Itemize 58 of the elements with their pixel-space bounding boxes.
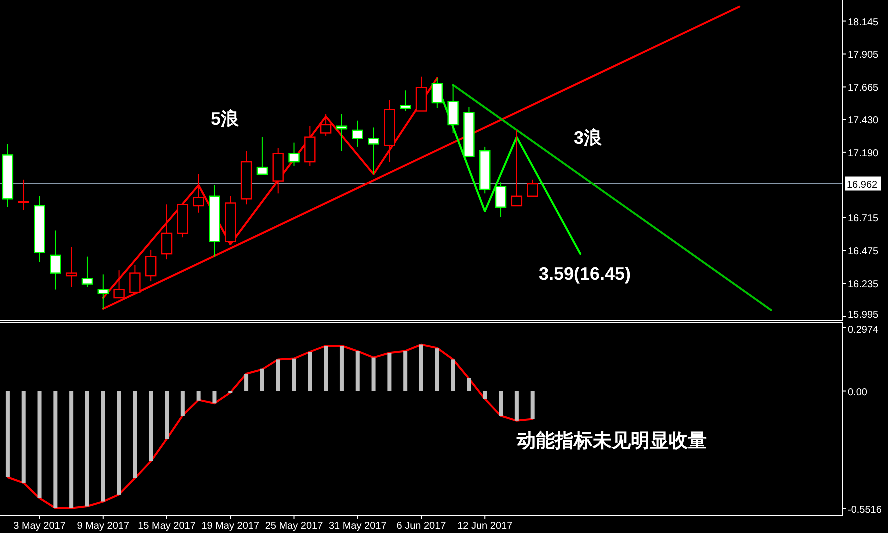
y-tick-label: 15.995	[848, 310, 880, 321]
bar	[38, 391, 42, 498]
bar	[260, 368, 264, 392]
bar	[435, 348, 440, 392]
y-tick-label: 17.430	[848, 115, 880, 126]
bar	[467, 378, 472, 392]
bar	[483, 391, 488, 400]
bar	[340, 346, 344, 392]
bar	[499, 391, 504, 416]
annotation: 3.59(16.45)	[538, 264, 632, 284]
bar	[244, 374, 249, 392]
y-tick-label: 17.665	[848, 83, 880, 94]
x-tick-label: 25 May 2017	[265, 521, 324, 532]
x-tick-label: 12 Jun 2017	[458, 521, 514, 532]
bar	[70, 391, 74, 508]
bar	[101, 391, 106, 502]
bar	[308, 352, 312, 392]
bar	[451, 360, 456, 392]
ref-line-label: 16.962	[847, 180, 878, 191]
bar	[388, 353, 392, 392]
y-tick-label: 16.475	[848, 246, 880, 258]
x-tick-label: 31 May 2017	[328, 521, 388, 532]
bar	[356, 351, 360, 392]
bar	[165, 391, 170, 440]
y-tick-label: 18.145	[848, 17, 880, 28]
annotation: 动能指标未见明显收量	[516, 430, 707, 452]
bar	[196, 391, 201, 401]
bar	[85, 391, 90, 507]
bar	[212, 391, 217, 404]
bar	[22, 391, 26, 484]
bar	[514, 391, 519, 421]
y-tick-label: 0.2974	[848, 325, 880, 336]
y-tick-label: 16.715	[848, 214, 880, 225]
bar	[6, 391, 10, 478]
bar	[420, 344, 424, 392]
y-tick-label: 17.905	[848, 50, 880, 62]
x-tick-label: 19 May 2017	[202, 521, 260, 532]
y-tick-label: -0.5516	[848, 504, 882, 516]
bar	[372, 358, 376, 392]
annotation: 3浪	[574, 128, 604, 148]
bar	[133, 391, 138, 478]
bar	[149, 391, 154, 462]
x-tick-label: 3 May 2017	[14, 521, 66, 532]
y-tick-label: 16.235	[848, 280, 880, 291]
bar	[530, 391, 535, 420]
y-tick-label: 17.190	[848, 148, 880, 160]
bar	[324, 346, 328, 392]
bar	[292, 358, 296, 392]
bar	[117, 391, 122, 495]
x-tick-label: 15 May 2017	[138, 521, 196, 532]
x-tick-label: 6 Jun 2017	[396, 521, 447, 532]
bar	[404, 351, 408, 392]
x-tick-label: 9 May 2017	[77, 521, 130, 532]
y-tick-label: 0.00	[848, 387, 868, 398]
bar	[276, 360, 280, 392]
annotation: 5浪	[210, 109, 240, 129]
bar	[180, 391, 185, 416]
bar	[54, 391, 58, 508]
